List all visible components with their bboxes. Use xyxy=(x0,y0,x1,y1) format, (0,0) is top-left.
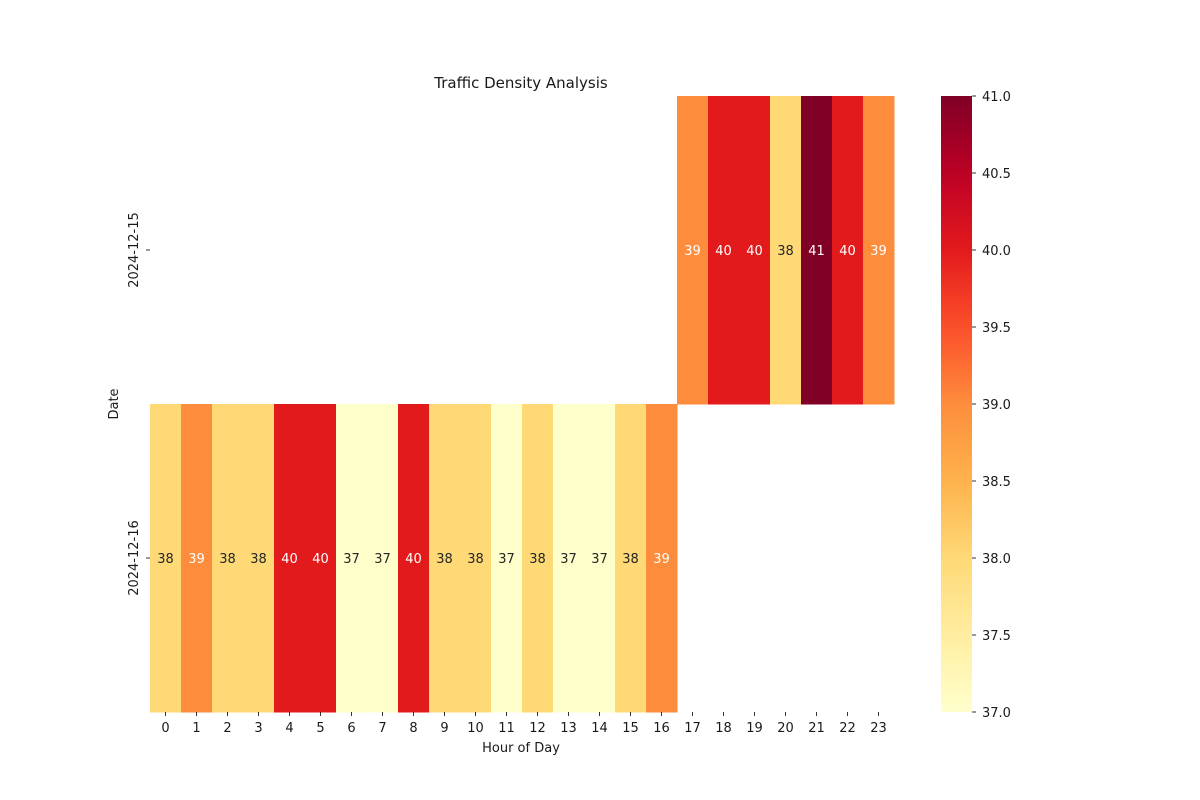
colorbar-tick-label: 39.0 xyxy=(982,398,1011,413)
heatmap-cell xyxy=(801,96,833,405)
colorbar-tick-label: 39.5 xyxy=(982,321,1011,336)
heatmap-cell xyxy=(491,404,523,713)
heatmap-cell-label: 38 xyxy=(157,552,174,567)
heatmap-cell xyxy=(770,96,802,405)
heatmap-cell xyxy=(522,404,554,713)
x-tick-label: 7 xyxy=(378,721,386,736)
heatmap-cell xyxy=(615,404,647,713)
heatmap-cell-label: 38 xyxy=(529,552,546,567)
colorbar-tick-label: 40.5 xyxy=(982,167,1011,182)
heatmap-cell-label: 38 xyxy=(622,552,639,567)
colorbar-tick-label: 38.5 xyxy=(982,475,1011,490)
heatmap-cell-label: 40 xyxy=(281,552,298,567)
heatmap-cell-label: 38 xyxy=(777,244,794,259)
x-tick-label: 8 xyxy=(409,721,417,736)
heatmap-cells xyxy=(150,96,895,713)
heatmap-cell xyxy=(553,404,585,713)
heatmap-cell xyxy=(460,404,492,713)
heatmap-cell xyxy=(863,96,895,405)
colorbar-tick-label: 38.0 xyxy=(982,552,1011,567)
colorbar-ticks: 37.0 37.5 38.0 38.5 39.0 39.5 40.0 40.5 41.0 xyxy=(972,90,1011,721)
x-tick-label: 10 xyxy=(467,721,484,736)
heatmap-cell-label: 39 xyxy=(653,552,670,567)
heatmap-cell-label: 38 xyxy=(250,552,267,567)
heatmap-cell-label: 40 xyxy=(405,552,422,567)
heatmap-cell-label: 40 xyxy=(746,244,763,259)
x-tick-label: 14 xyxy=(591,721,608,736)
heatmap-cell-label: 37 xyxy=(591,552,608,567)
heatmap-cell xyxy=(150,404,182,713)
x-tick-label: 22 xyxy=(839,721,856,736)
x-tick-label: 13 xyxy=(560,721,577,736)
colorbar-tick-label: 37.0 xyxy=(982,706,1011,721)
heatmap-cell-labels: 39 40 40 38 41 40 39 38 39 38 38 40 40 37 37 40 38 38 37 38… xyxy=(157,244,887,567)
heatmap-cell xyxy=(584,404,616,713)
colorbar-gradient xyxy=(941,96,972,712)
x-axis-ticks: 0 1 2 3 4 5 6 7 8 9 10 11 12 13 14 15 16 17 18 19 20 21 22 23 xyxy=(161,712,887,736)
heatmap-cell-label: 39 xyxy=(870,244,887,259)
x-tick-label: 15 xyxy=(622,721,639,736)
x-tick-label: 9 xyxy=(440,721,448,736)
heatmap-cell-label: 37 xyxy=(343,552,360,567)
heatmap-cell xyxy=(274,404,306,713)
x-tick-label: 2 xyxy=(223,721,231,736)
heatmap-cell-label: 37 xyxy=(374,552,391,567)
heatmap-cell xyxy=(181,404,213,713)
x-tick-label: 12 xyxy=(529,721,546,736)
x-tick-label: 4 xyxy=(285,721,293,736)
heatmap-cell xyxy=(677,96,709,405)
x-tick-label: 1 xyxy=(192,721,200,736)
heatmap-cell-label: 41 xyxy=(808,244,825,259)
heatmap-cell-label: 38 xyxy=(467,552,484,567)
heatmap-cell xyxy=(305,404,337,713)
heatmap-cell-label: 38 xyxy=(219,552,236,567)
heatmap-cell xyxy=(336,404,368,713)
x-tick-label: 16 xyxy=(653,721,670,736)
heatmap-cell-label: 40 xyxy=(715,244,732,259)
x-tick-label: 18 xyxy=(715,721,732,736)
chart-title: Traffic Density Analysis xyxy=(433,74,608,92)
x-tick-label: 5 xyxy=(316,721,324,736)
heatmap-cell-label: 39 xyxy=(188,552,205,567)
heatmap-cell-label: 40 xyxy=(839,244,856,259)
heatmap-cell-label: 37 xyxy=(560,552,577,567)
x-tick-label: 21 xyxy=(808,721,825,736)
x-tick-label: 6 xyxy=(347,721,355,736)
heatmap-cell xyxy=(429,404,461,713)
heatmap-cell xyxy=(739,96,771,405)
y-tick-label: 2024-12-15 xyxy=(127,212,142,288)
heatmap-cell xyxy=(212,404,244,713)
x-axis-label: Hour of Day xyxy=(482,741,560,756)
heatmap-cell xyxy=(708,96,740,405)
x-tick-label: 3 xyxy=(254,721,262,736)
x-tick-label: 0 xyxy=(161,721,169,736)
colorbar-tick-label: 41.0 xyxy=(982,90,1011,105)
colorbar-tick-label: 37.5 xyxy=(982,629,1011,644)
heatmap-cell xyxy=(646,404,678,713)
heatmap-cell xyxy=(832,96,864,405)
x-tick-label: 17 xyxy=(684,721,701,736)
y-tick-label: 2024-12-16 xyxy=(127,520,142,596)
heatmap-cell xyxy=(243,404,275,713)
x-tick-label: 20 xyxy=(777,721,794,736)
x-tick-label: 19 xyxy=(746,721,763,736)
colorbar-tick-label: 40.0 xyxy=(982,244,1011,259)
heatmap-cell xyxy=(398,404,430,713)
y-axis-ticks: 2024-12-15 2024-12-16 xyxy=(127,212,150,596)
x-tick-label: 23 xyxy=(870,721,887,736)
heatmap-cell-label: 38 xyxy=(436,552,453,567)
heatmap-cell-label: 37 xyxy=(498,552,515,567)
heatmap-cell-label: 40 xyxy=(312,552,329,567)
heatmap-cell xyxy=(367,404,399,713)
heatmap-cell-label: 39 xyxy=(684,244,701,259)
colorbar: 37.0 37.5 38.0 38.5 39.0 39.5 40.0 40.5 41.0 xyxy=(941,90,1011,721)
y-axis-label: Date xyxy=(107,388,122,419)
x-tick-label: 11 xyxy=(498,721,515,736)
